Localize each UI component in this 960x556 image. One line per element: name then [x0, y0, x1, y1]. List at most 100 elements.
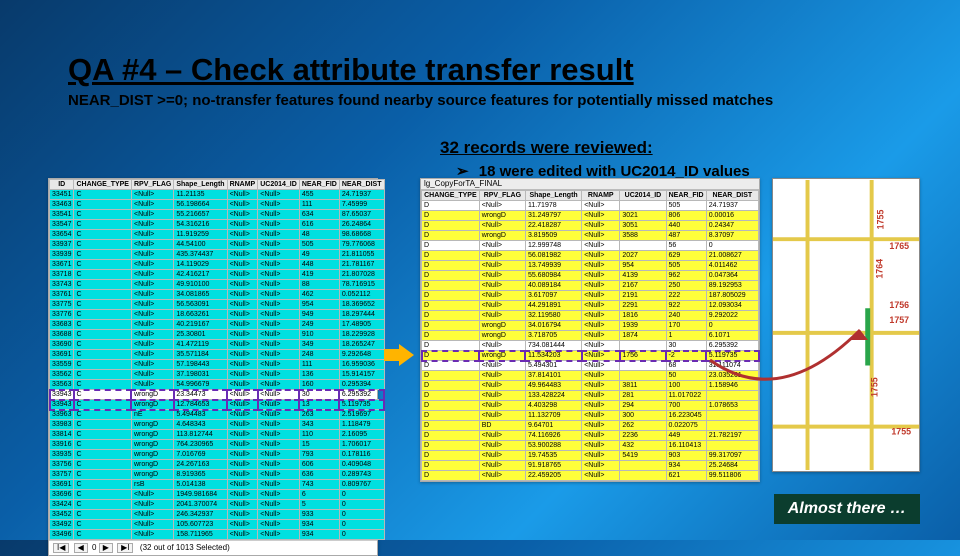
table-row[interactable]: 33756CwrongD24.267163<Null><Null>6060.40… — [50, 460, 385, 470]
table-row[interactable]: 33939C<Null>435.374437<Null><Null>4921.8… — [50, 250, 385, 260]
table-right-title: lg_CopyForTA_FINAL — [421, 179, 759, 190]
table-row[interactable]: 33776C<Null>18.663261<Null><Null>94918.2… — [50, 310, 385, 320]
table-row[interactable]: D<Null>32.119580<Null>18162409.292022 — [422, 311, 759, 321]
table-left: IDCHANGE_TYPERPV_FLAGShape_LengthRNAMPUC… — [48, 178, 378, 556]
table-row[interactable]: DwrongD34.016794<Null>19391700 — [422, 321, 759, 331]
table-row[interactable]: 33424C<Null>2041.370074<Null><Null>50 — [50, 500, 385, 510]
table-row[interactable]: 33559C<Null>57.198443<Null><Null>11116.9… — [50, 360, 385, 370]
table-row[interactable]: D<Null>49.964483<Null>38111001.158946 — [422, 381, 759, 391]
map-label: 1765 — [889, 241, 909, 251]
table-row[interactable]: D<Null>22.418287<Null>30514400.24347 — [422, 221, 759, 231]
table-row[interactable]: 33943CwrongD23.34473<Null><Null>306.2953… — [50, 390, 385, 400]
table-row[interactable]: D<Null>91.918765<Null>93425.24684 — [422, 461, 759, 471]
status-text: (32 out of 1013 Selected) — [140, 543, 230, 552]
col-header: UC2014_ID — [620, 191, 666, 201]
col-header: UC2014_ID — [258, 180, 300, 190]
table-row[interactable]: D<Null>13.749939<Null>9545054.011462 — [422, 261, 759, 271]
table-row[interactable]: D<Null>22.459205<Null>62199.511806 — [422, 471, 759, 481]
table-row[interactable]: 33757CwrongD8.919365<Null><Null>6360.289… — [50, 470, 385, 480]
table-row[interactable]: D<Null>5.494301<Null>6831.111074 — [422, 361, 759, 371]
table-row[interactable]: D<Null>4.403298<Null>2947001.078653 — [422, 401, 759, 411]
map-label: 1755 — [870, 377, 880, 397]
table-row[interactable]: D<Null>133.428224<Null>28111.017022 — [422, 391, 759, 401]
table-row[interactable]: 33688C<Null>25.30801<Null><Null>91018.22… — [50, 330, 385, 340]
table-row[interactable]: D<Null>11.71978<Null>50524.71937 — [422, 201, 759, 211]
table-row[interactable]: 33691CrsB5.014138<Null><Null>7430.809767 — [50, 480, 385, 490]
table-row[interactable]: D<Null>40.089184<Null>216725089.192953 — [422, 281, 759, 291]
review-count: 32 records were reviewed: — [440, 138, 653, 158]
table-row[interactable]: D<Null>74.116926<Null>223644921.782197 — [422, 431, 759, 441]
col-header: NEAR_DIST — [706, 191, 758, 201]
map-label: 1755 — [891, 427, 911, 437]
table-row[interactable]: 33683C<Null>40.219167<Null><Null>24917.4… — [50, 320, 385, 330]
col-header: RNAMP — [227, 180, 258, 190]
table-row[interactable]: 33654C<Null>11.919259<Null><Null>4898.68… — [50, 230, 385, 240]
table-row[interactable]: 33743C<Null>49.910100<Null><Null>8878.71… — [50, 280, 385, 290]
table-row[interactable]: 33691C<Null>35.571184<Null><Null>2489.29… — [50, 350, 385, 360]
table-row[interactable]: DwrongD31.249797<Null>30218060.00016 — [422, 211, 759, 221]
table-row[interactable]: 33943CwrongD12.784653<Null><Null>135.119… — [50, 400, 385, 410]
table-status-bar: I◀ ◀ 0 ▶ ▶I (32 out of 1013 Selected) — [49, 540, 377, 555]
nav-prev-icon[interactable]: ◀ — [74, 543, 88, 553]
table-row[interactable]: 33547C<Null>54.316216<Null><Null>61626.2… — [50, 220, 385, 230]
table-row[interactable]: D<Null>19.74535<Null>541990399.317097 — [422, 451, 759, 461]
map-label: 1756 — [889, 300, 909, 310]
table-row[interactable]: 33496C<Null>158.711965<Null><Null>9340 — [50, 530, 385, 540]
col-header: NEAR_FID — [666, 191, 706, 201]
caption-box: Almost there … — [774, 494, 920, 524]
map-label: 1757 — [889, 315, 909, 325]
col-header: NEAR_FID — [299, 180, 339, 190]
table-row[interactable]: 33671C<Null>14.119029<Null><Null>44821.7… — [50, 260, 385, 270]
page-subtitle: NEAR_DIST >=0; no-transfer features foun… — [68, 92, 773, 109]
table-row[interactable]: DwrongD3.718705<Null>187416.1071 — [422, 331, 759, 341]
col-header: NEAR_DIST — [339, 180, 384, 190]
table-row[interactable]: 33452C<Null>246.342937<Null><Null>9330 — [50, 510, 385, 520]
table-row[interactable]: D<Null>44.291891<Null>229192212.093034 — [422, 301, 759, 311]
nav-next-icon[interactable]: ▶ — [99, 543, 113, 553]
table-row[interactable]: D<Null>12.999748<Null>560 — [422, 241, 759, 251]
table-row[interactable]: 33562C<Null>37.198031<Null><Null>13615.9… — [50, 370, 385, 380]
table-row[interactable]: 33963CnE5.494483<Null><Null>2632.519697 — [50, 410, 385, 420]
col-header: RNAMP — [582, 191, 620, 201]
table-row[interactable]: 33541C<Null>55.216657<Null><Null>63487.6… — [50, 210, 385, 220]
page-title: QA #4 – Check attribute transfer result — [68, 52, 634, 88]
table-row[interactable]: 33761C<Null>34.081865<Null><Null>4620.05… — [50, 290, 385, 300]
map-panel: 1755 1765 1764 1756 1757 1755 1755 — [772, 178, 920, 472]
nav-last-icon[interactable]: ▶I — [117, 543, 133, 553]
col-header: RPV_FLAG — [131, 180, 173, 190]
table-row[interactable]: 33451C<Null>11.21135<Null><Null>45524.71… — [50, 190, 385, 200]
table-row[interactable]: D<Null>56.081982<Null>202762921.008627 — [422, 251, 759, 261]
col-header: CHANGE_TYPE — [74, 180, 132, 190]
col-header: Shape_Length — [174, 180, 227, 190]
col-header: RPV_FLAG — [479, 191, 525, 201]
col-header: ID — [50, 180, 74, 190]
table-row[interactable]: 33775C<Null>56.563091<Null><Null>95418.3… — [50, 300, 385, 310]
table-row[interactable]: DwrongD11.534203<Null>1756-25.119735 — [422, 351, 759, 361]
arrow-icon — [384, 344, 414, 366]
col-header: CHANGE_TYPE — [422, 191, 480, 201]
table-row[interactable]: 33718C<Null>42.416217<Null><Null>41921.8… — [50, 270, 385, 280]
table-row[interactable]: D<Null>53.900288<Null>43216.110413 — [422, 441, 759, 451]
table-row[interactable]: D<Null>3.617097<Null>2191222187.805029 — [422, 291, 759, 301]
table-row[interactable]: D<Null>734.081444<Null>306.295392 — [422, 341, 759, 351]
table-row[interactable]: 33937C<Null>44.54100<Null><Null>50579.77… — [50, 240, 385, 250]
table-right: lg_CopyForTA_FINAL CHANGE_TYPERPV_FLAGSh… — [420, 178, 760, 482]
table-row[interactable]: DwrongD3.819509<Null>35884878.37097 — [422, 231, 759, 241]
nav-pos: 0 — [92, 543, 96, 552]
table-row[interactable]: 33814CwrongD113.812744<Null><Null>1102.1… — [50, 430, 385, 440]
table-row[interactable]: D<Null>37.814101<Null>5023.035261 — [422, 371, 759, 381]
col-header: Shape_Length — [525, 191, 581, 201]
table-row[interactable]: DBD9.64701<Null>2620.022075 — [422, 421, 759, 431]
table-row[interactable]: 33696C<Null>1949.981684<Null><Null>60 — [50, 490, 385, 500]
table-row[interactable]: 33690C<Null>41.472119<Null><Null>34918.2… — [50, 340, 385, 350]
table-row[interactable]: D<Null>11.132709<Null>30016.223045 — [422, 411, 759, 421]
table-row[interactable]: 33983CwrongD4.648343<Null><Null>3431.118… — [50, 420, 385, 430]
table-row[interactable]: D<Null>55.680984<Null>41399620.047364 — [422, 271, 759, 281]
table-row[interactable]: 33563C<Null>54.996679<Null><Null>1600.29… — [50, 380, 385, 390]
table-row[interactable]: 33935CwrongD7.016769<Null><Null>7930.178… — [50, 450, 385, 460]
table-row[interactable]: 33916CwrongD764.230965<Null><Null>151.70… — [50, 440, 385, 450]
map-label: 1764 — [875, 259, 885, 279]
table-row[interactable]: 33463C<Null>56.198664<Null><Null>1117.45… — [50, 200, 385, 210]
table-row[interactable]: 33492C<Null>105.607723<Null><Null>9340 — [50, 520, 385, 530]
nav-first-icon[interactable]: I◀ — [53, 543, 69, 553]
